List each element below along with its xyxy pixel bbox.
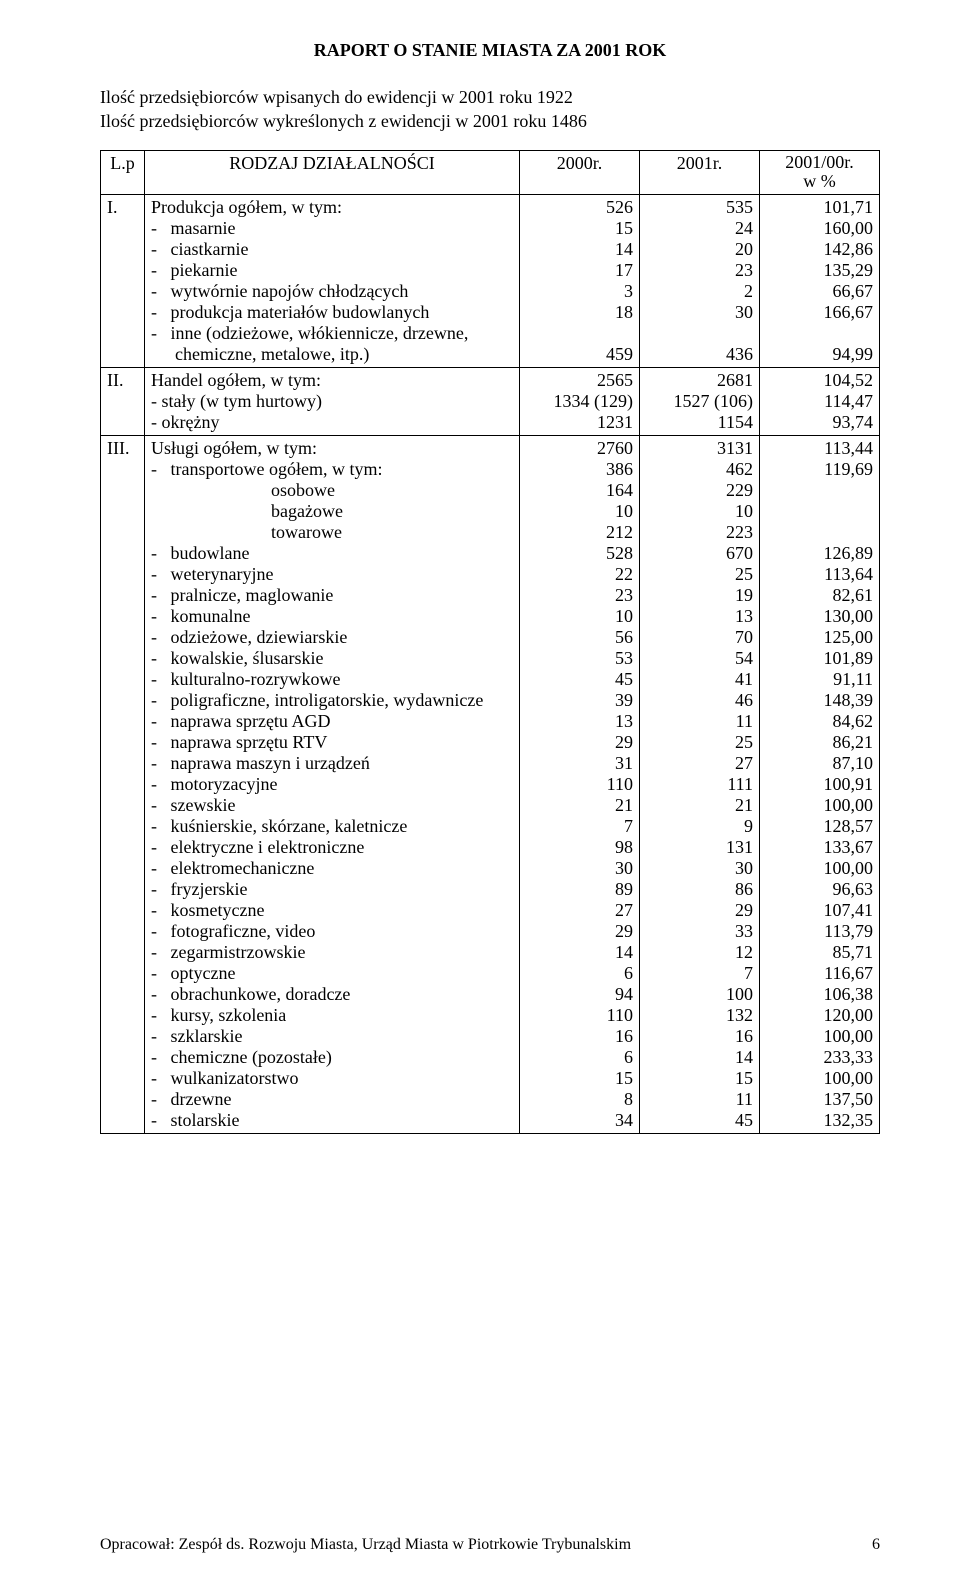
year-2001-cell: 535242023230 436 [640, 195, 760, 368]
year-2000-cell: 526151417318 459 [520, 195, 640, 368]
pct-cell: 104,52114,4793,74 [760, 368, 880, 436]
name-cell: Usługi ogółem, w tym:- transportowe ogół… [145, 436, 520, 1134]
footer-left: Opracował: Zespół ds. Rozwoju Miasta, Ur… [100, 1536, 631, 1554]
header-pct-line2: w % [766, 172, 873, 192]
table-section-row: I.Produkcja ogółem, w tym:- masarnie- ci… [101, 195, 880, 368]
header-name: RODZAJ DZIAŁALNOŚCI [145, 150, 520, 195]
year-2001-cell: 3131462229102236702519137054414611252711… [640, 436, 760, 1134]
header-lp: L.p [101, 150, 145, 195]
name-cell: Handel ogółem, w tym:- stały (w tym hurt… [145, 368, 520, 436]
lp-cell: I. [101, 195, 145, 368]
pct-cell: 101,71160,00142,86135,2966,67166,67 94,9… [760, 195, 880, 368]
table-section-row: III.Usługi ogółem, w tym:- transportowe … [101, 436, 880, 1134]
lp-cell: II. [101, 368, 145, 436]
header-pct-line1: 2001/00r. [766, 153, 873, 173]
intro-line-2: Ilość przedsiębiorców wykreślonych z ewi… [100, 109, 880, 133]
year-2000-cell: 2760386164102125282223105653453913293111… [520, 436, 640, 1134]
table-section-row: II.Handel ogółem, w tym:- stały (w tym h… [101, 368, 880, 436]
document-title: RAPORT O STANIE MIASTA ZA 2001 ROK [100, 40, 880, 61]
header-pct: 2001/00r. w % [760, 150, 880, 195]
lp-cell: III. [101, 436, 145, 1134]
footer-page-number: 6 [872, 1536, 880, 1554]
intro-line-1: Ilość przedsiębiorców wpisanych do ewide… [100, 85, 880, 109]
year-2001-cell: 26811527 (106)1154 [640, 368, 760, 436]
activity-table: L.p RODZAJ DZIAŁALNOŚCI 2000r. 2001r. 20… [100, 150, 880, 1135]
header-year-2001: 2001r. [640, 150, 760, 195]
year-2000-cell: 25651334 (129)1231 [520, 368, 640, 436]
page-footer: Opracował: Zespół ds. Rozwoju Miasta, Ur… [100, 1536, 880, 1554]
intro-block: Ilość przedsiębiorców wpisanych do ewide… [100, 85, 880, 134]
pct-cell: 113,44119,69 126,89113,6482,61130,00125,… [760, 436, 880, 1134]
name-cell: Produkcja ogółem, w tym:- masarnie- cias… [145, 195, 520, 368]
table-header-row: L.p RODZAJ DZIAŁALNOŚCI 2000r. 2001r. 20… [101, 150, 880, 195]
header-year-2000: 2000r. [520, 150, 640, 195]
